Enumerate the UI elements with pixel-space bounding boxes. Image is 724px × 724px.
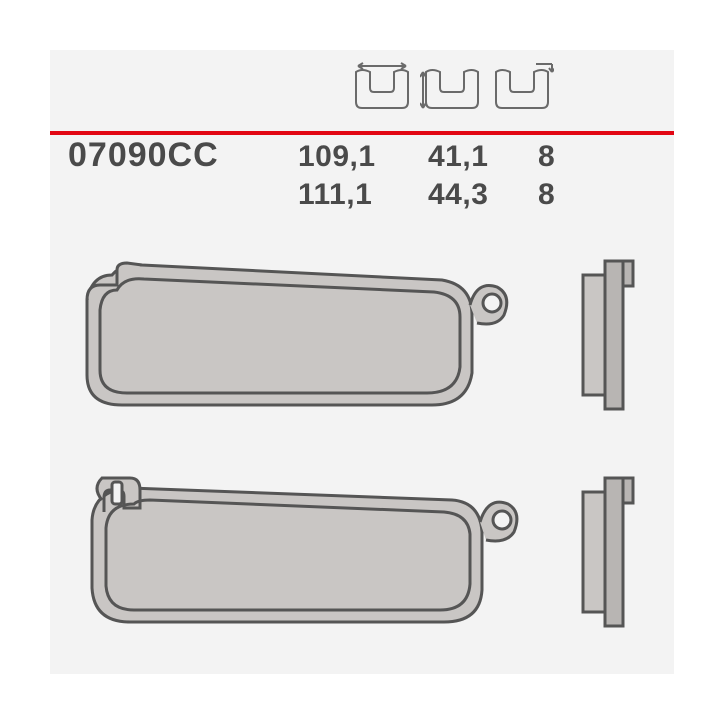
diagram-canvas: 07090CC 109,1 41,1 8 111,1 44,3 8 [50, 50, 674, 674]
spec-row-2: 111,1 44,3 8 [68, 178, 588, 212]
brake-pad-1-front [72, 245, 512, 435]
part-number: 07090CC [68, 136, 298, 175]
brake-pad-2-front [72, 460, 522, 655]
spec-row-1: 07090CC 109,1 41,1 8 [68, 136, 588, 175]
brake-pad-2-side [575, 470, 655, 640]
brake-pad-thickness-icon [490, 58, 554, 114]
brake-pad-diagrams [50, 235, 674, 665]
spec-height: 41,1 [428, 140, 538, 174]
accent-divider [50, 122, 674, 126]
dimension-icons-row [350, 58, 554, 114]
brake-pad-height-icon [420, 58, 484, 114]
spec-height: 44,3 [428, 178, 538, 212]
spec-thickness: 8 [538, 140, 588, 174]
spec-thickness: 8 [538, 178, 588, 212]
brake-pad-width-icon [350, 58, 414, 114]
spec-width: 111,1 [298, 178, 428, 212]
spec-width: 109,1 [298, 140, 428, 174]
brake-pad-1-side [575, 253, 655, 423]
